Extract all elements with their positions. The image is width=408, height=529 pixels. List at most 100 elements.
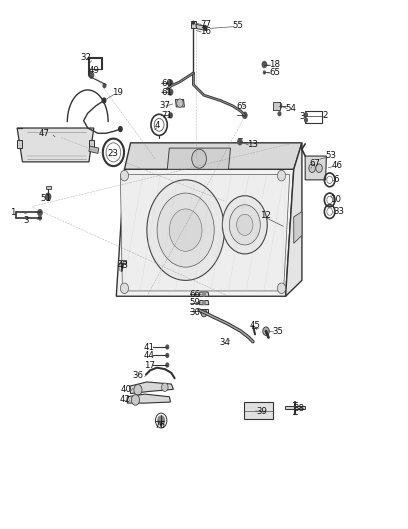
Circle shape: [177, 99, 183, 107]
Circle shape: [192, 149, 206, 168]
Circle shape: [131, 395, 140, 405]
Polygon shape: [124, 143, 302, 169]
Circle shape: [263, 70, 266, 75]
Text: 2: 2: [322, 111, 328, 120]
Text: 71: 71: [161, 111, 172, 120]
Circle shape: [38, 215, 42, 221]
Circle shape: [229, 205, 260, 245]
Circle shape: [262, 61, 267, 68]
Circle shape: [277, 170, 286, 181]
Circle shape: [304, 117, 308, 123]
Circle shape: [203, 25, 207, 30]
Circle shape: [309, 164, 315, 172]
Text: 61: 61: [161, 87, 172, 97]
Polygon shape: [130, 382, 173, 394]
Polygon shape: [199, 292, 209, 296]
Circle shape: [202, 300, 206, 305]
Text: 12: 12: [260, 211, 271, 221]
Text: 39: 39: [256, 407, 267, 416]
Circle shape: [89, 71, 94, 79]
Polygon shape: [196, 24, 207, 31]
Circle shape: [157, 415, 165, 426]
Polygon shape: [120, 175, 290, 291]
Text: 54: 54: [286, 104, 297, 113]
Polygon shape: [244, 402, 273, 419]
Text: 13: 13: [247, 140, 258, 150]
Circle shape: [277, 102, 282, 110]
Text: 16: 16: [200, 27, 211, 37]
Circle shape: [134, 385, 142, 395]
Text: 10: 10: [330, 195, 341, 205]
Polygon shape: [127, 394, 171, 403]
Polygon shape: [89, 146, 99, 153]
Text: 60: 60: [161, 79, 172, 88]
Text: 23: 23: [107, 149, 118, 158]
Text: 76: 76: [154, 421, 165, 431]
Circle shape: [237, 214, 253, 235]
Circle shape: [242, 112, 248, 119]
Text: 59: 59: [190, 298, 201, 307]
Text: 40: 40: [120, 385, 131, 394]
Circle shape: [168, 79, 173, 87]
Polygon shape: [285, 406, 305, 409]
Circle shape: [37, 209, 43, 216]
Text: 30: 30: [190, 307, 201, 317]
Text: 53: 53: [326, 151, 337, 160]
Text: 1: 1: [10, 208, 16, 217]
Text: 32: 32: [81, 52, 92, 62]
Polygon shape: [116, 169, 294, 296]
Text: 3: 3: [300, 112, 305, 121]
Circle shape: [118, 126, 123, 132]
Circle shape: [277, 111, 282, 116]
Circle shape: [168, 112, 173, 118]
Polygon shape: [294, 212, 302, 243]
Circle shape: [157, 193, 214, 267]
Circle shape: [277, 283, 286, 294]
Text: 41: 41: [144, 342, 155, 352]
Text: 55: 55: [233, 21, 244, 30]
Circle shape: [120, 283, 129, 294]
Circle shape: [304, 112, 308, 117]
Polygon shape: [286, 143, 302, 296]
Text: 49: 49: [89, 66, 100, 76]
Text: 42: 42: [119, 395, 130, 405]
Text: 19: 19: [112, 87, 123, 97]
Text: 43: 43: [118, 261, 129, 270]
Text: 3: 3: [24, 215, 29, 225]
Polygon shape: [191, 21, 196, 28]
Circle shape: [316, 164, 322, 172]
Circle shape: [169, 209, 202, 251]
Circle shape: [201, 309, 207, 317]
Polygon shape: [305, 156, 326, 180]
Circle shape: [202, 291, 206, 297]
Circle shape: [263, 327, 269, 335]
Polygon shape: [46, 186, 51, 189]
Circle shape: [102, 97, 106, 104]
Text: 34: 34: [220, 338, 231, 348]
Circle shape: [45, 193, 51, 201]
Polygon shape: [17, 128, 94, 162]
Polygon shape: [273, 102, 280, 110]
Polygon shape: [118, 260, 126, 263]
Polygon shape: [89, 140, 94, 148]
Text: 6: 6: [334, 175, 339, 185]
Circle shape: [165, 344, 169, 350]
Text: 44: 44: [144, 351, 155, 360]
Text: 36: 36: [133, 371, 144, 380]
Polygon shape: [175, 99, 184, 107]
Text: 67: 67: [309, 159, 320, 169]
Text: 38: 38: [293, 404, 304, 413]
Text: 46: 46: [331, 160, 342, 170]
Circle shape: [162, 383, 168, 391]
Text: 18: 18: [269, 60, 280, 69]
Polygon shape: [199, 300, 209, 305]
Circle shape: [165, 362, 169, 368]
Text: 4: 4: [155, 121, 160, 131]
Text: 35: 35: [273, 326, 284, 336]
Circle shape: [237, 138, 243, 145]
Circle shape: [120, 170, 129, 181]
Circle shape: [192, 21, 195, 25]
Text: 37: 37: [159, 101, 170, 111]
Text: 77: 77: [200, 20, 211, 29]
Circle shape: [165, 353, 169, 358]
